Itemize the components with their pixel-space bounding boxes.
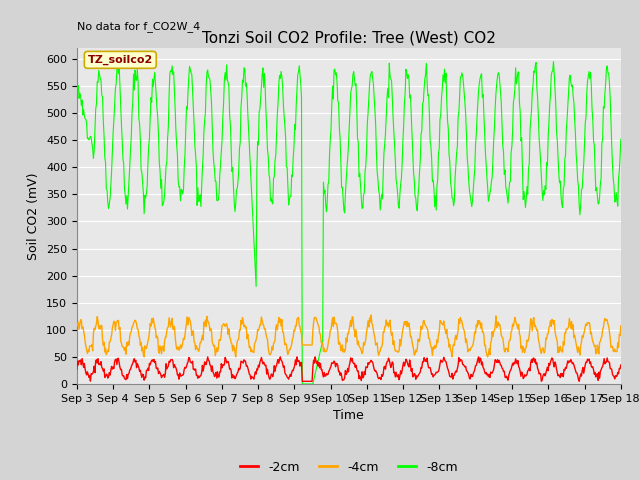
X-axis label: Time: Time [333,409,364,422]
Legend: -2cm, -4cm, -8cm: -2cm, -4cm, -8cm [235,456,463,479]
Text: TZ_soilco2: TZ_soilco2 [88,55,153,65]
Y-axis label: Soil CO2 (mV): Soil CO2 (mV) [28,172,40,260]
Title: Tonzi Soil CO2 Profile: Tree (West) CO2: Tonzi Soil CO2 Profile: Tree (West) CO2 [202,30,496,46]
Text: No data for f_CO2W_4: No data for f_CO2W_4 [77,21,200,32]
